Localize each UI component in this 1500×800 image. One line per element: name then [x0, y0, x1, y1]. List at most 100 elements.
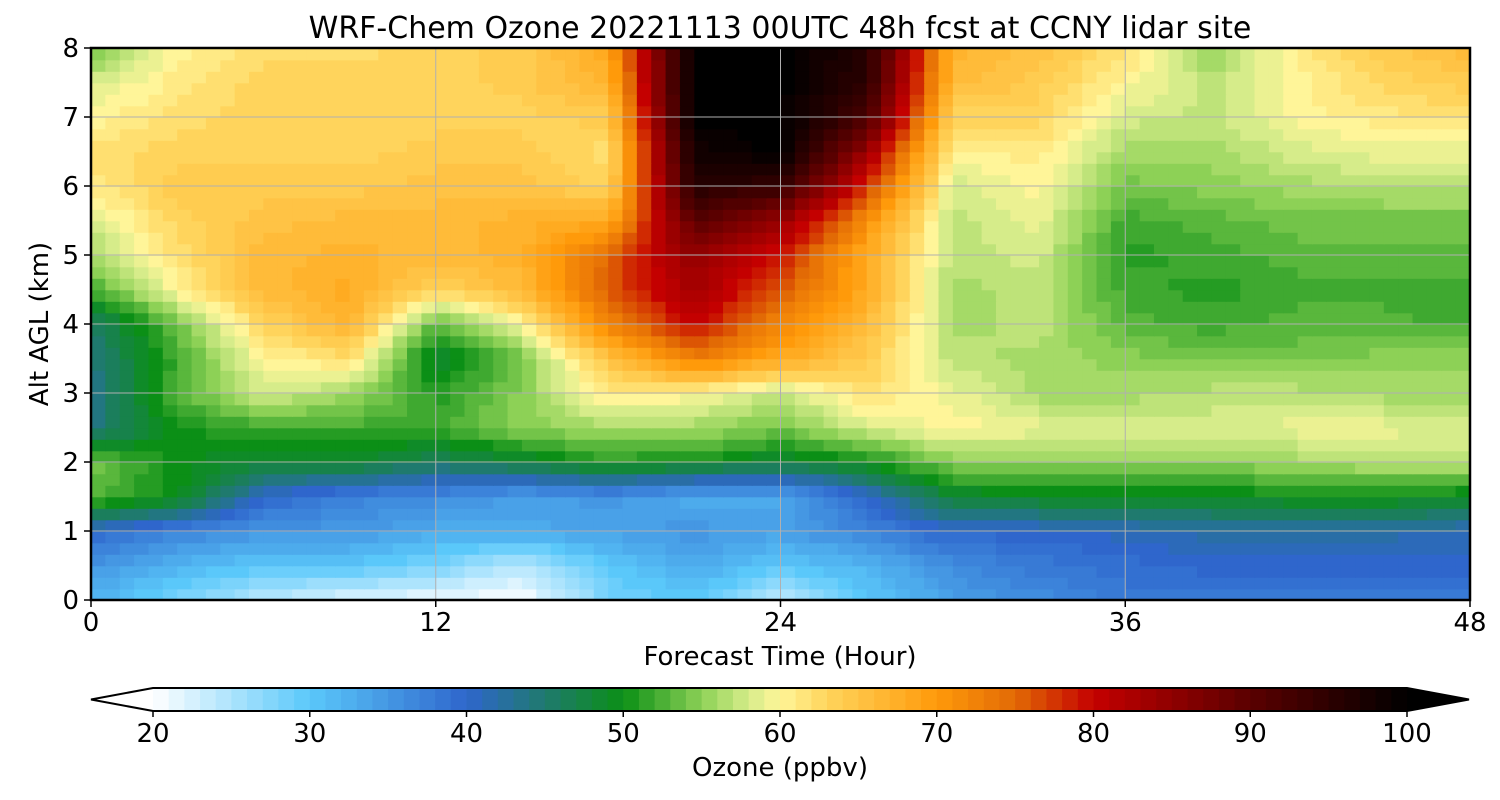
- heatmap-cell: [464, 220, 480, 233]
- heatmap-cell: [1254, 358, 1270, 371]
- heatmap-cell: [1311, 140, 1328, 153]
- heatmap-cell: [823, 186, 839, 199]
- heatmap-cell: [1139, 531, 1155, 544]
- heatmap-cell: [1340, 416, 1356, 429]
- heatmap-cell: [1326, 347, 1342, 360]
- heatmap-cell: [162, 151, 178, 164]
- heatmap-cell: [1082, 186, 1098, 199]
- heatmap-cell: [277, 416, 293, 429]
- heatmap-cell: [177, 370, 193, 383]
- heatmap-cell: [1096, 71, 1112, 84]
- heatmap-cell: [708, 393, 724, 406]
- heatmap-cell: [1010, 312, 1026, 325]
- heatmap-cell: [852, 370, 868, 383]
- heatmap-cell: [665, 186, 681, 199]
- heatmap-cell: [191, 416, 207, 429]
- heatmap-cell: [665, 163, 681, 176]
- heatmap-cell: [837, 140, 854, 153]
- heatmap-cell: [837, 588, 854, 600]
- heatmap-cell: [1412, 370, 1428, 383]
- heatmap-cell: [593, 71, 609, 84]
- heatmap-cell: [608, 473, 624, 486]
- heatmap-cell: [1225, 312, 1241, 325]
- heatmap-cell: [881, 220, 897, 233]
- heatmap-cell: [1441, 565, 1457, 578]
- heatmap-cell: [895, 335, 911, 348]
- heatmap-cell: [464, 117, 480, 130]
- heatmap-cell: [1110, 105, 1127, 118]
- heatmap-cell: [306, 289, 322, 302]
- heatmap-cell: [794, 577, 811, 590]
- heatmap-cell: [1225, 335, 1241, 348]
- heatmap-cell: [292, 554, 308, 567]
- heatmap-cell: [622, 301, 638, 314]
- heatmap-cell: [263, 531, 279, 544]
- heatmap-cell: [565, 82, 581, 95]
- heatmap-cell: [938, 301, 954, 314]
- heatmap-cell: [1254, 496, 1270, 509]
- heatmap-cell: [694, 220, 710, 233]
- heatmap-cell: [119, 324, 135, 337]
- heatmap-cell: [493, 128, 509, 141]
- heatmap-cell: [995, 174, 1012, 187]
- heatmap-cell: [507, 473, 523, 486]
- heatmap-cell: [349, 554, 365, 567]
- colorbar-swatch: [764, 688, 781, 711]
- heatmap-cell: [622, 278, 638, 291]
- heatmap-cell: [1110, 577, 1127, 590]
- heatmap-cell: [1082, 71, 1098, 84]
- heatmap-cell: [1082, 59, 1098, 72]
- heatmap-cell: [478, 94, 494, 107]
- heatmap-cell: [723, 393, 739, 406]
- heatmap-cell: [119, 82, 135, 95]
- heatmap-cell: [809, 301, 825, 314]
- heatmap-cell: [162, 278, 178, 291]
- heatmap-cell: [636, 312, 653, 325]
- heatmap-cell: [1254, 462, 1270, 475]
- heatmap-cell: [1398, 255, 1414, 268]
- heatmap-cell: [450, 381, 466, 394]
- heatmap-cell: [191, 140, 207, 153]
- heatmap-cell: [550, 301, 566, 314]
- heatmap-cell: [1010, 163, 1026, 176]
- heatmap-cell: [881, 59, 897, 72]
- heatmap-cell: [1067, 450, 1083, 463]
- heatmap-cell: [162, 266, 178, 279]
- heatmap-cell: [378, 370, 394, 383]
- heatmap-cell: [1297, 48, 1313, 61]
- heatmap-cell: [679, 209, 696, 222]
- heatmap-cell: [881, 48, 897, 61]
- heatmap-cell: [952, 255, 969, 268]
- heatmap-cell: [220, 324, 236, 337]
- heatmap-cell: [837, 450, 854, 463]
- colorbar-swatch: [231, 688, 248, 711]
- heatmap-cell: [1211, 554, 1227, 567]
- heatmap-cell: [1168, 151, 1184, 164]
- heatmap-cell: [1225, 462, 1241, 475]
- heatmap-cell: [493, 301, 509, 314]
- heatmap-cell: [392, 427, 408, 440]
- heatmap-cell: [823, 335, 839, 348]
- heatmap-cell: [1010, 174, 1026, 187]
- heatmap-cell: [478, 312, 494, 325]
- colorbar-swatch: [827, 688, 844, 711]
- heatmap-cell: [809, 427, 825, 440]
- heatmap-cell: [191, 105, 207, 118]
- heatmap-cell: [550, 519, 566, 532]
- heatmap-cell: [924, 542, 940, 555]
- heatmap-cell: [205, 335, 222, 348]
- heatmap-cell: [1139, 59, 1155, 72]
- heatmap-cell: [1441, 128, 1457, 141]
- heatmap-cell: [1197, 450, 1213, 463]
- heatmap-cell: [450, 347, 466, 360]
- heatmap-cell: [1110, 163, 1127, 176]
- heatmap-cell: [292, 588, 308, 600]
- heatmap-cell: [751, 519, 767, 532]
- heatmap-cell: [119, 485, 135, 498]
- heatmap-cell: [306, 427, 322, 440]
- heatmap-cell: [263, 450, 279, 463]
- heatmap-cell: [1067, 209, 1083, 222]
- heatmap-cell: [1096, 255, 1112, 268]
- heatmap-cell: [421, 197, 437, 210]
- heatmap-cell: [708, 462, 724, 475]
